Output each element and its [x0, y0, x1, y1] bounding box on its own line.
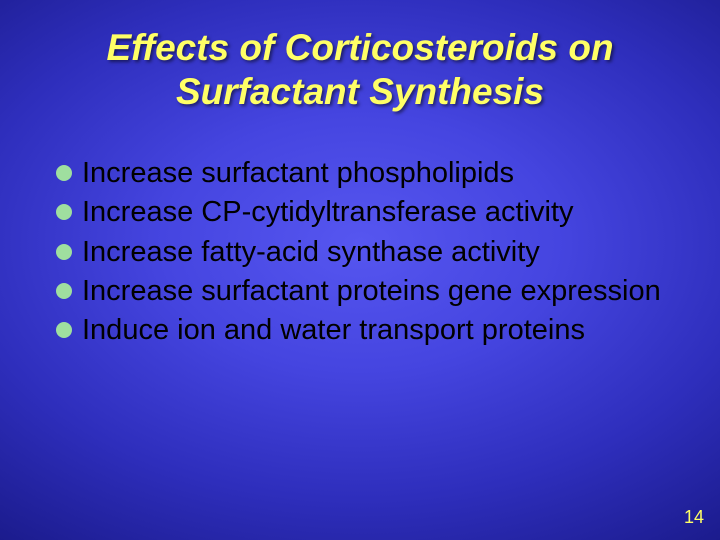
slide-content: Increase surfactant phospholipids Increa… [0, 113, 720, 349]
bullet-icon [56, 165, 72, 181]
bullet-icon [56, 283, 72, 299]
title-line-1: Effects of Corticosteroids on [106, 27, 613, 68]
list-item: Induce ion and water transport proteins [56, 312, 680, 349]
title-heading: Effects of Corticosteroids on Surfactant… [40, 26, 680, 113]
title-line-2: Surfactant Synthesis [176, 71, 544, 112]
bullet-text: Increase surfactant phospholipids [82, 155, 514, 192]
bullet-text: Induce ion and water transport proteins [82, 312, 585, 349]
bullet-text: Increase CP-cytidyltransferase activity [82, 194, 574, 231]
list-item: Increase surfactant proteins gene expres… [56, 273, 680, 310]
bullet-text: Increase fatty-acid synthase activity [82, 234, 540, 271]
list-item: Increase surfactant phospholipids [56, 155, 680, 192]
bullet-icon [56, 244, 72, 260]
bullet-icon [56, 204, 72, 220]
page-number: 14 [684, 507, 704, 528]
list-item: Increase fatty-acid synthase activity [56, 234, 680, 271]
bullet-icon [56, 322, 72, 338]
bullet-text: Increase surfactant proteins gene expres… [82, 273, 661, 310]
list-item: Increase CP-cytidyltransferase activity [56, 194, 680, 231]
slide-title: Effects of Corticosteroids on Surfactant… [0, 0, 720, 113]
